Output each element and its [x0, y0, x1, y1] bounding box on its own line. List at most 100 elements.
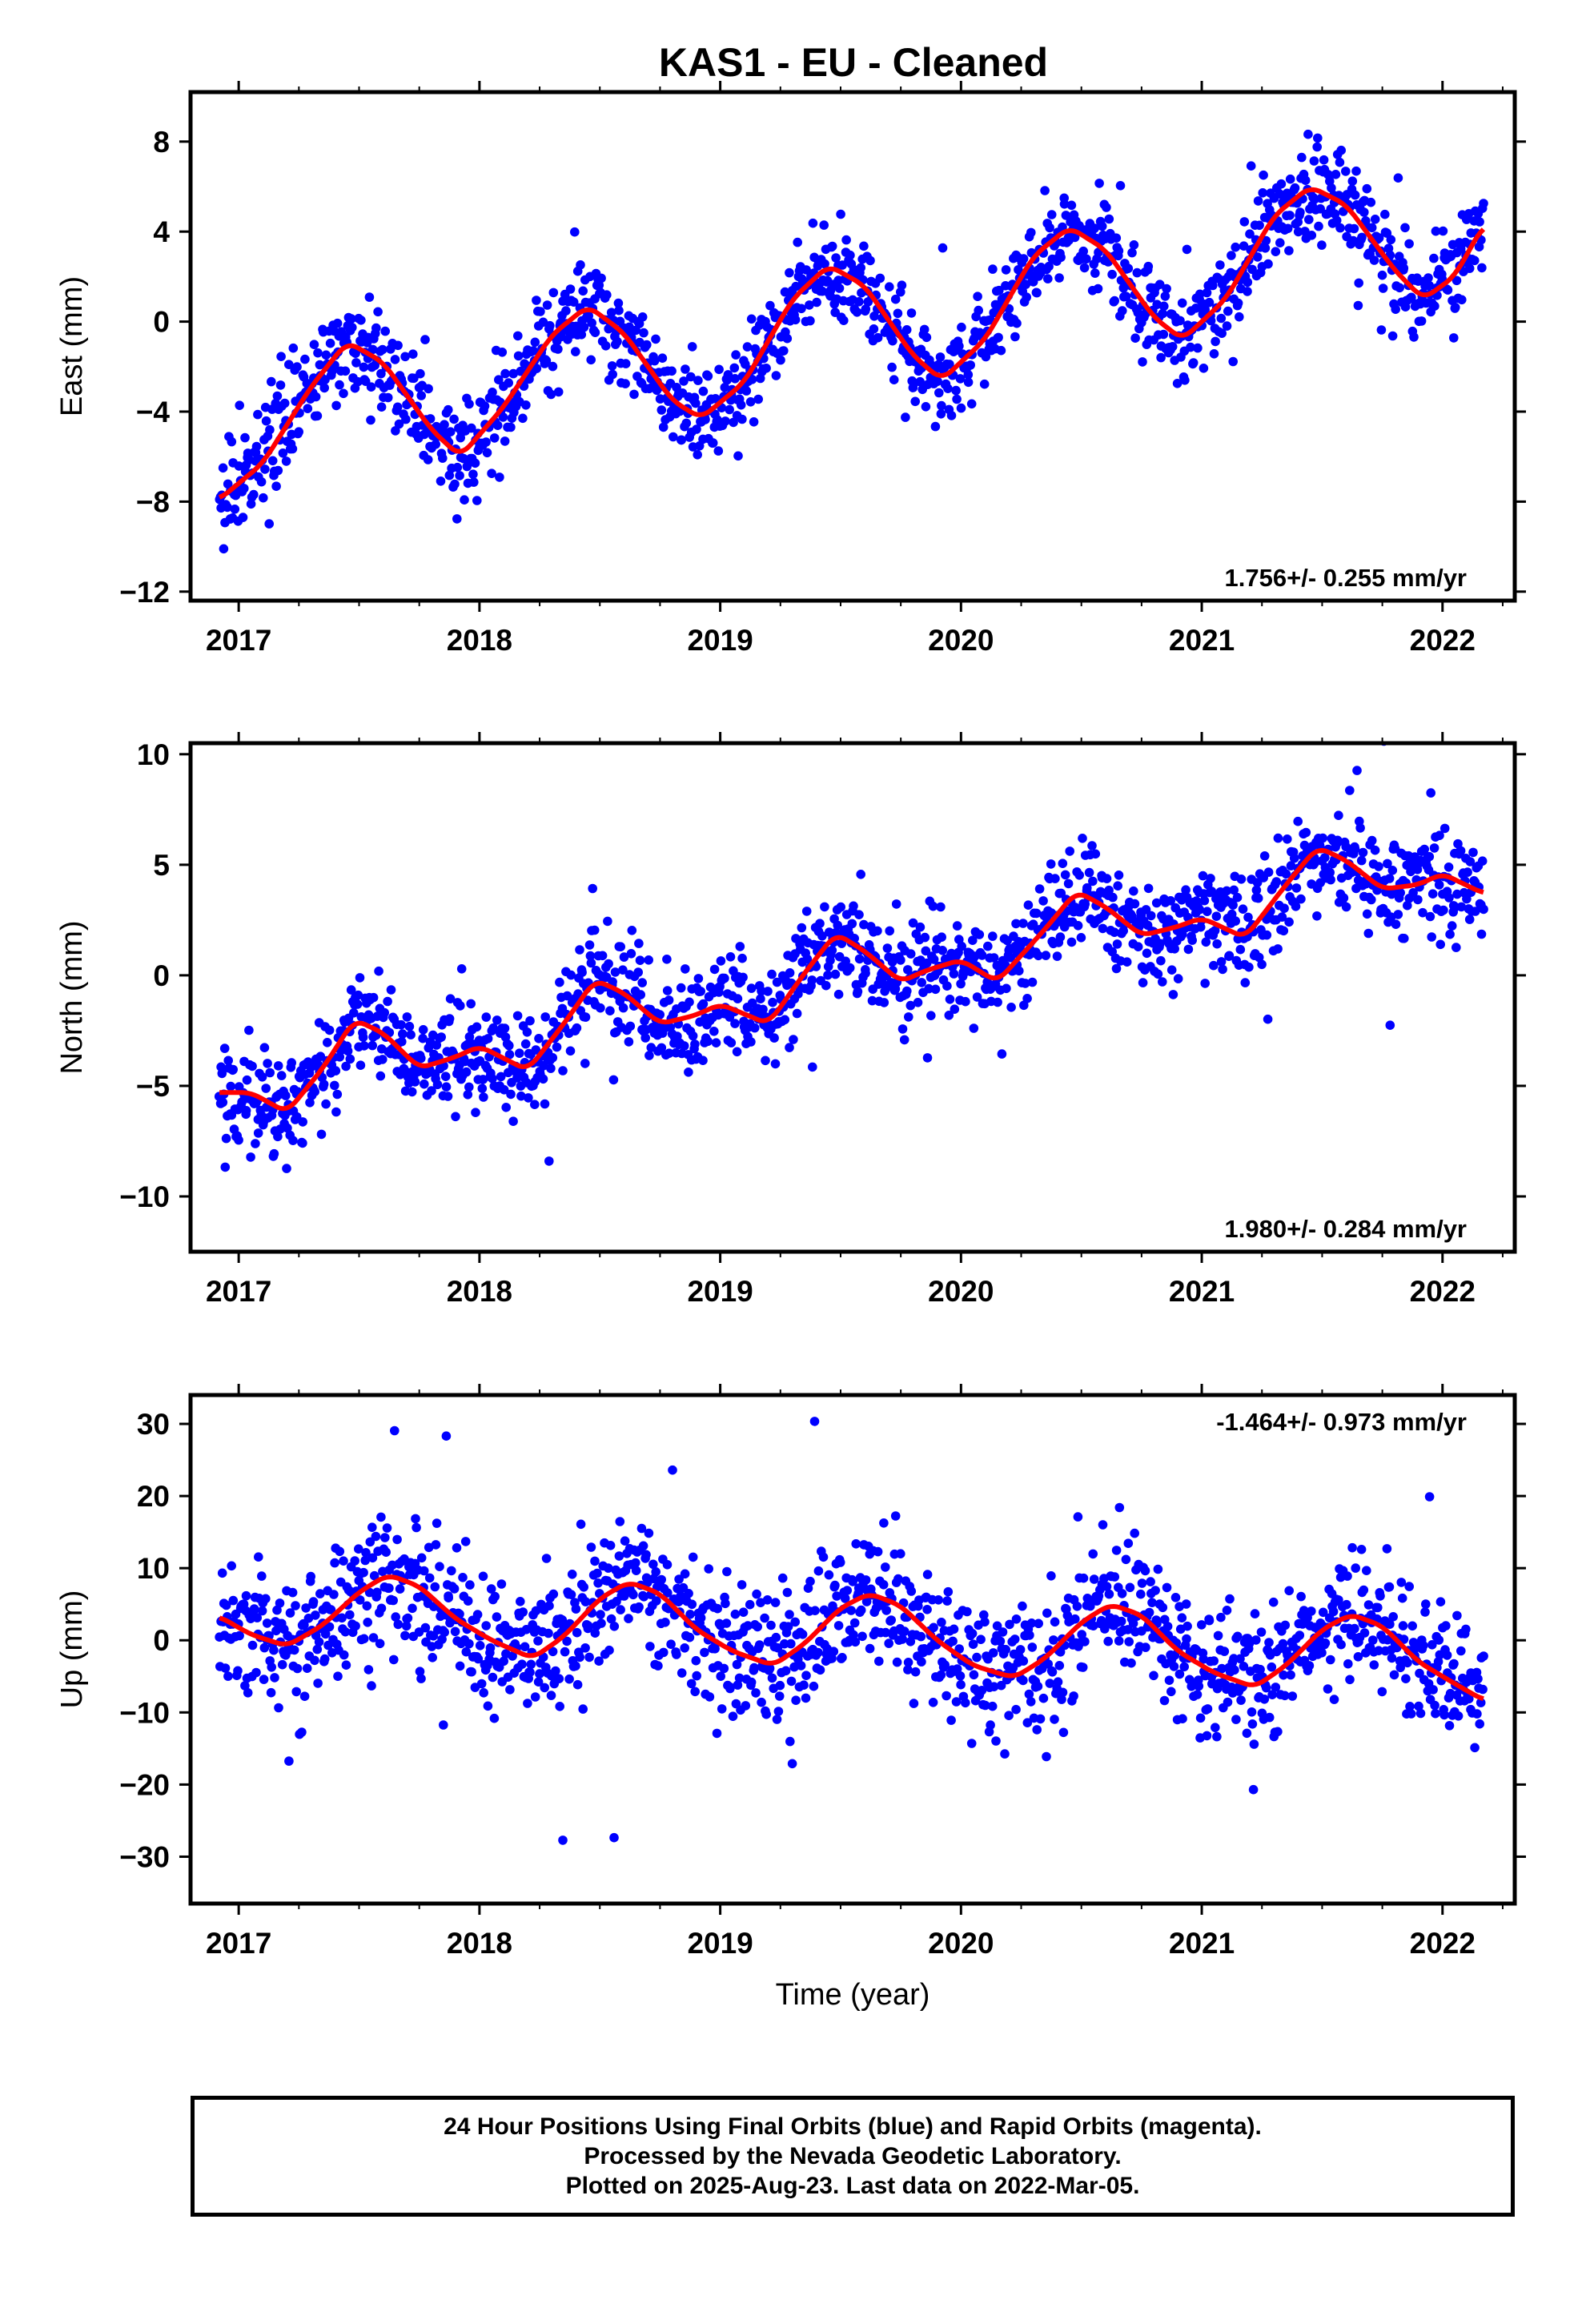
data-point	[676, 983, 686, 993]
data-point	[956, 979, 966, 989]
data-point	[1021, 279, 1031, 289]
data-point	[1343, 1571, 1352, 1581]
data-point	[1015, 1645, 1026, 1655]
data-point	[1125, 1582, 1135, 1593]
data-point	[372, 1587, 382, 1598]
data-point	[359, 1567, 368, 1578]
data-point	[1112, 939, 1122, 949]
data-point	[548, 361, 558, 372]
data-point	[350, 1556, 360, 1566]
data-point	[1217, 328, 1227, 339]
data-point	[1010, 332, 1020, 342]
data-point	[1403, 900, 1412, 911]
data-point	[540, 1099, 550, 1109]
data-point	[568, 297, 579, 308]
data-point	[273, 465, 283, 476]
data-point	[1231, 916, 1240, 926]
data-point	[968, 1639, 978, 1649]
data-point	[966, 1739, 977, 1748]
data-point	[1084, 867, 1094, 878]
data-point	[1359, 207, 1369, 217]
data-point	[420, 335, 430, 344]
data-point	[1056, 252, 1066, 263]
data-point	[1478, 1684, 1488, 1695]
data-point	[235, 400, 245, 410]
data-point	[378, 1055, 387, 1064]
data-point	[234, 461, 244, 471]
data-point	[1130, 333, 1140, 344]
data-point	[1090, 849, 1101, 859]
data-point	[1206, 874, 1215, 883]
data-point	[1369, 1660, 1379, 1670]
data-point	[614, 305, 624, 316]
data-point	[253, 1128, 263, 1138]
data-point	[1331, 170, 1341, 179]
data-point	[1380, 209, 1390, 219]
data-point	[1129, 886, 1138, 896]
data-point	[1419, 844, 1429, 854]
data-point	[1362, 183, 1372, 194]
data-point	[937, 932, 946, 942]
data-point	[634, 1602, 644, 1612]
data-point	[1046, 210, 1057, 219]
data-point	[1366, 197, 1376, 207]
data-point	[786, 1676, 797, 1687]
data-point	[273, 1061, 283, 1071]
data-point	[1300, 227, 1310, 236]
data-point	[570, 227, 580, 237]
data-point	[300, 354, 310, 364]
data-point	[596, 273, 606, 283]
data-point	[1389, 1670, 1399, 1680]
data-point	[1121, 1554, 1131, 1565]
data-point	[1103, 1636, 1113, 1647]
data-point	[517, 1659, 527, 1669]
data-point	[1034, 951, 1043, 961]
data-point	[390, 1425, 400, 1436]
data-point	[392, 402, 403, 412]
data-point	[933, 376, 942, 387]
data-point	[746, 1677, 757, 1687]
data-point	[1399, 263, 1409, 273]
data-point	[444, 1014, 455, 1023]
data-point	[1254, 952, 1264, 963]
data-point	[637, 312, 648, 322]
figure-title: KAS1 - EU - Cleaned	[659, 40, 1048, 85]
data-point	[552, 1042, 562, 1052]
data-point	[343, 1046, 353, 1056]
data-point	[769, 1033, 779, 1043]
data-point	[594, 280, 604, 290]
data-point	[1239, 217, 1250, 227]
data-point	[378, 344, 387, 355]
data-point	[532, 296, 541, 305]
data-point	[1211, 336, 1220, 347]
data-point	[733, 994, 743, 1003]
data-point	[885, 926, 894, 936]
data-point	[725, 952, 736, 962]
data-point	[254, 1552, 263, 1562]
data-point	[456, 964, 467, 974]
data-point	[371, 1531, 381, 1542]
data-point	[1329, 1695, 1339, 1704]
data-point	[610, 967, 620, 977]
data-point	[602, 290, 612, 300]
data-point	[520, 1039, 531, 1049]
data-point	[710, 394, 721, 404]
data-point	[1077, 1630, 1086, 1639]
data-point	[1080, 1637, 1090, 1647]
data-point	[479, 1092, 488, 1102]
data-point	[1194, 1681, 1204, 1691]
data-point	[1307, 231, 1317, 240]
data-point	[259, 1675, 269, 1684]
data-point	[1445, 929, 1455, 939]
data-point	[1138, 357, 1147, 367]
data-point	[315, 1589, 325, 1598]
data-point	[1047, 1667, 1058, 1677]
data-point	[579, 1582, 588, 1592]
data-point	[1213, 1630, 1223, 1641]
data-point	[257, 1072, 267, 1082]
data-point	[1242, 1728, 1252, 1739]
data-point	[1363, 928, 1374, 939]
data-point	[504, 1050, 515, 1059]
data-point	[897, 280, 907, 291]
data-point	[618, 965, 628, 975]
